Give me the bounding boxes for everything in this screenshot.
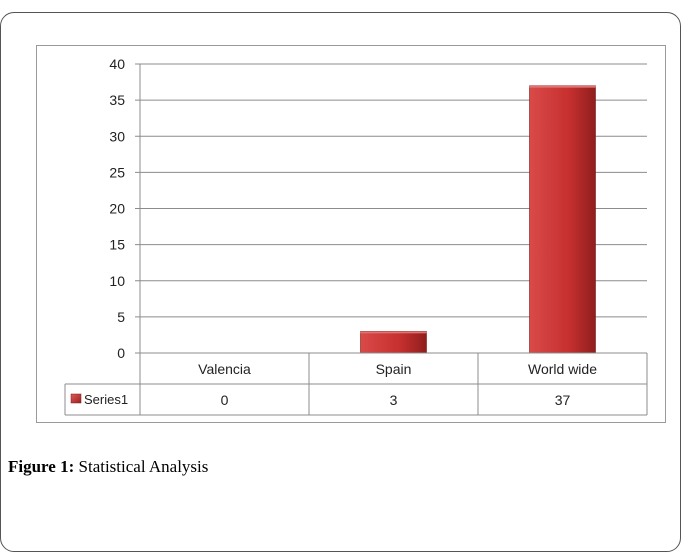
y-tick-label: 20 (109, 201, 125, 217)
y-tick-label: 5 (117, 309, 125, 325)
bar-chart: Valencia 0 Spain 3 World wide 37 Series1 0 5 10 1… (64, 56, 648, 416)
bar (529, 85, 596, 354)
y-tick-label: 10 (109, 273, 125, 289)
bar (360, 331, 427, 354)
caption-label: Figure 1: (8, 457, 75, 476)
y-tick-label: 30 (109, 128, 125, 144)
y-tick-label: 35 (109, 92, 125, 108)
bar-top-highlight (529, 85, 596, 88)
data-value-label: 0 (221, 392, 229, 408)
chart-frame: Valencia 0 Spain 3 World wide 37 Series1 0 5 10 1… (36, 45, 666, 423)
bar-top-highlight (360, 331, 427, 334)
figure-caption: Figure 1: Statistical Analysis (8, 457, 208, 477)
x-category-label: World wide (528, 361, 597, 377)
y-tick-label: 25 (109, 164, 125, 180)
caption-text: Statistical Analysis (78, 457, 209, 476)
y-tick-label: 40 (109, 56, 125, 72)
x-category-label: Valencia (198, 361, 251, 377)
data-value-label: 37 (555, 392, 571, 408)
y-tick-label: 0 (117, 345, 125, 361)
legend-label: Series1 (84, 392, 128, 407)
data-value-label: 3 (390, 392, 398, 408)
legend-swatch (70, 393, 82, 404)
y-tick-label: 15 (109, 237, 125, 253)
x-category-label: Spain (376, 361, 412, 377)
